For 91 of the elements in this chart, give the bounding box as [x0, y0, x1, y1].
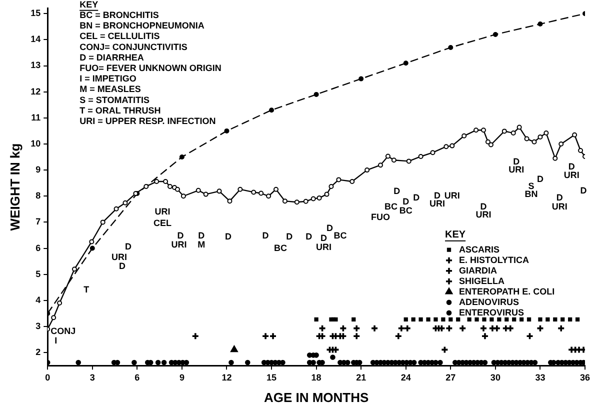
y-tick-label: 3 — [36, 320, 41, 331]
y-tick-label: 10 — [30, 138, 41, 148]
x-tick-label: 21 — [356, 372, 366, 382]
annotation: D — [513, 156, 520, 167]
annotation: D — [556, 192, 564, 203]
annotation: BC — [384, 201, 398, 212]
annotation: I = IMPETIGO — [80, 74, 136, 84]
y-tick-label: 13 — [30, 60, 41, 70]
annotation: URI — [171, 240, 187, 250]
annotation: URI — [552, 201, 568, 212]
annotation: S — [528, 180, 534, 191]
annotation: D — [536, 174, 544, 184]
annotation: CONJ= CONJUNCTIVITIS — [80, 42, 188, 52]
annotation: D — [434, 190, 441, 201]
x-tick-label: 27 — [446, 372, 456, 382]
annotation: BN — [524, 188, 538, 199]
x-tick-label: 24 — [400, 372, 411, 382]
legend-label: ADENOVIRUS — [459, 296, 520, 307]
annotation: URI — [154, 206, 170, 216]
x-tick-label: 0 — [45, 372, 50, 382]
x-tick-label: 18 — [311, 372, 322, 382]
x-tick-label: 15 — [266, 372, 277, 382]
y-axis-title: WEIGHT IN kg — [7, 143, 22, 231]
annotation: BC — [399, 206, 413, 216]
y-tick-label: 11 — [31, 112, 41, 122]
annotation: D — [262, 230, 270, 240]
y-tick-label: 7 — [36, 216, 41, 227]
y-tick-label: 12 — [30, 86, 41, 96]
x-axis-title: AGE IN MONTHS — [264, 390, 369, 405]
x-tick-label: 12 — [222, 372, 232, 382]
annotation: D — [306, 232, 313, 242]
annotation: CEL — [154, 218, 172, 228]
annotation: BN = BRONCHOPNEUMONIA — [80, 20, 205, 31]
annotation: I — [54, 335, 58, 346]
x-tick-label: 3 — [90, 372, 95, 382]
annotation: T — [84, 284, 90, 294]
annotation: D — [394, 186, 401, 196]
y-tick-label: 15 — [30, 8, 41, 18]
legend-label: ENTEROPATH E. COLI — [459, 286, 555, 296]
annotation: FUO — [370, 212, 390, 222]
annotation: URI = UPPER RESP. INFECTION — [80, 116, 216, 126]
legend-label: GIARDIA — [459, 265, 498, 276]
annotation: T = ORAL THRUSH — [80, 105, 161, 116]
annotation: D — [286, 232, 294, 242]
annotation: D — [326, 223, 334, 234]
annotation: URI — [564, 170, 580, 180]
annotation: URI — [508, 164, 524, 175]
x-tick-label: 6 — [134, 372, 140, 382]
annotation: D — [198, 230, 206, 240]
legend-label: SHIGELLA — [459, 276, 505, 286]
y-tick-label: 14 — [30, 34, 41, 44]
annotation: BC — [274, 242, 288, 253]
annotation: M = MEASLES — [80, 84, 141, 94]
annotation: URI — [444, 190, 460, 201]
annotation: D — [124, 241, 132, 252]
annotation: S = STOMATITIS — [80, 94, 150, 105]
annotation: D — [480, 201, 488, 212]
annotation: D — [413, 192, 420, 203]
legend-label: E. HISTOLYTICA — [459, 254, 530, 265]
annotation: D — [224, 232, 232, 242]
annotation: D — [580, 185, 588, 196]
annotation: D — [320, 233, 328, 244]
y-tick-label: 9 — [36, 164, 41, 175]
annotation: URI — [429, 198, 445, 208]
x-tick-label: 30 — [490, 372, 500, 382]
y-tick-label: 8 — [36, 190, 41, 201]
annotation: URI — [112, 252, 128, 262]
annotation: D — [568, 161, 576, 172]
legend-title: KEY — [445, 230, 466, 241]
x-tick-label: 9 — [179, 372, 184, 382]
legend-label: ASCARIS — [459, 244, 500, 254]
annotation: KEY — [80, 0, 98, 10]
annotation: M — [198, 240, 206, 250]
annotation: BC — [334, 230, 348, 240]
y-tick-label: 4 — [36, 294, 41, 305]
annotation: URI — [476, 210, 492, 220]
x-tick-label: 36 — [580, 372, 590, 382]
annotation: D — [402, 196, 410, 207]
annotation: BC = BRONCHITIS — [80, 10, 159, 20]
annotation: URI — [316, 242, 332, 252]
annotation: FUO= FEVER UNKNOWN ORIGIN — [80, 62, 222, 73]
annotation: D — [119, 261, 126, 272]
annotation: D = DIARRHEA — [80, 52, 144, 62]
y-tick-label: 6 — [36, 242, 41, 253]
annotation: D — [177, 230, 184, 240]
legend-label: ENTEROVIRUS — [459, 307, 524, 318]
y-tick-label: 2 — [36, 347, 41, 358]
y-tick-label: 5 — [36, 268, 41, 279]
annotation: CONJ — [50, 326, 76, 336]
x-tick-label: 33 — [535, 372, 546, 382]
annotation: CEL = CELLULITIS — [80, 31, 160, 42]
